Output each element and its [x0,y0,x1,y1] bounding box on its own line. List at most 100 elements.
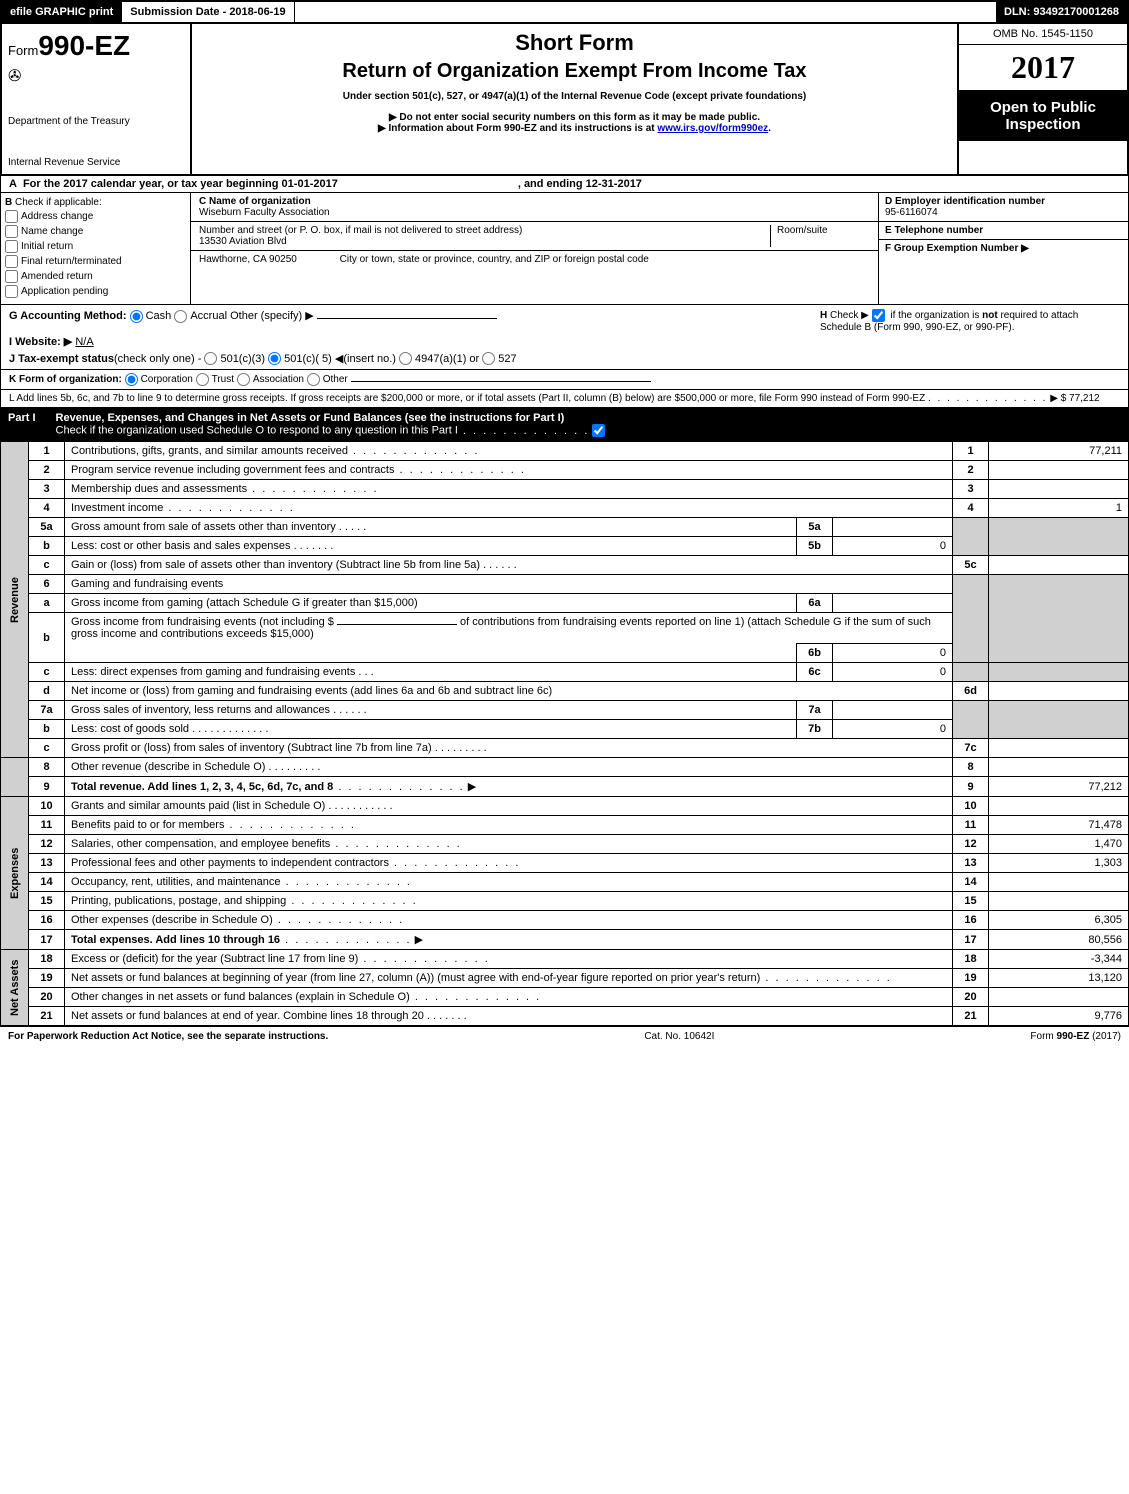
desc-5b: Less: cost or other basis and sales expe… [65,537,797,556]
col-def: D Employer identification number 95-6116… [878,193,1128,304]
num-21: 21 [953,1007,989,1026]
chk-amended-return[interactable]: Amended return [5,270,186,283]
chk-schedule-o[interactable] [592,424,605,437]
ln-1: 1 [29,442,65,461]
shade-6c [953,663,989,682]
subln-7a: 7a [797,701,833,720]
street-row: Number and street (or P. O. box, if mail… [191,222,878,251]
chk-application-pending[interactable]: Application pending [5,285,186,298]
ln-12: 12 [29,835,65,854]
chk-name-change[interactable]: Name change [5,225,186,238]
instructions-link[interactable]: www.irs.gov/form990ez [657,123,768,134]
desc-18: Excess or (deficit) for the year (Subtra… [65,950,953,969]
val-5c [989,556,1129,575]
val-3 [989,480,1129,499]
ln-16: 16 [29,911,65,930]
e-label: E Telephone number [885,225,983,236]
website-row: I Website: ▶ N/A [9,335,820,348]
subval-5b: 0 [833,537,953,556]
label-b: B [5,197,12,208]
radio-trust[interactable]: Trust [196,374,234,385]
desc-13: Professional fees and other payments to … [65,854,953,873]
radio-527[interactable]: 527 [482,353,516,365]
footer-left: For Paperwork Reduction Act Notice, see … [8,1031,328,1042]
ln-20: 20 [29,988,65,1007]
desc-9: Total revenue. Add lines 1, 2, 3, 4, 5c,… [65,777,953,797]
row-k: K Form of organization: Corporation Trus… [0,370,1129,390]
subval-5a [833,518,953,537]
radio-4947[interactable]: 4947(a)(1) or [399,353,479,365]
subln-6a: 6a [797,594,833,613]
subln-6b: 6b [797,644,833,663]
radio-other[interactable]: Other [307,374,348,385]
org-name-row: C Name of organization Wiseburn Faculty … [191,193,878,222]
ln-6d: d [29,682,65,701]
org-name: Wiseburn Faculty Association [199,207,330,218]
chk-final-return[interactable]: Final return/terminated [5,255,186,268]
val-21: 9,776 [989,1007,1129,1026]
ln-8: 8 [29,758,65,777]
city-val: Hawthorne, CA 90250 [199,254,297,265]
fundraising-amount-input[interactable] [337,624,457,625]
num-8: 8 [953,758,989,777]
other-specify-input[interactable] [317,318,497,319]
j-label: J Tax-exempt status [9,353,114,365]
num-10: 10 [953,797,989,816]
val-8 [989,758,1129,777]
shade-7v [989,701,1129,739]
chk-address-change[interactable]: Address change [5,210,186,223]
val-17: 80,556 [989,930,1129,950]
subval-7b: 0 [833,720,953,739]
form-title: Return of Organization Exempt From Incom… [198,60,951,83]
val-11: 71,478 [989,816,1129,835]
ein-val: 95-6116074 [885,207,938,218]
tax-year-begin: For the 2017 calendar year, or tax year … [23,178,338,190]
street-label: Number and street (or P. O. box, if mail… [199,225,522,236]
desc-12: Salaries, other compensation, and employ… [65,835,953,854]
desc-5a: Gross amount from sale of assets other t… [65,518,797,537]
room-suite-label: Room/suite [770,225,870,247]
l-dots [928,393,1047,404]
shade-5v [989,518,1129,556]
omb-number: OMB No. 1545-1150 [959,24,1127,45]
val-18: -3,344 [989,950,1129,969]
header-sub1: Under section 501(c), 527, or 4947(a)(1)… [198,91,951,102]
chk-schedule-b[interactable] [872,309,885,322]
open-to-public: Open to Public Inspection [959,91,1127,141]
d-label: D Employer identification number [885,196,1045,207]
desc-7c: Gross profit or (loss) from sales of inv… [65,739,953,758]
footer-right: Form 990-EZ (2017) [1030,1031,1121,1042]
radio-501c3[interactable]: 501(c)(3) [204,353,265,365]
radio-corporation[interactable]: Corporation [125,374,193,385]
header-sub3: ▶ Information about Form 990-EZ and its … [198,123,951,134]
desc-6b-2 [65,644,797,663]
subval-7a [833,701,953,720]
ln-19: 19 [29,969,65,988]
radio-accrual[interactable]: Accrual [174,310,227,322]
ln-6a: a [29,594,65,613]
other-specify: Other (specify) ▶ [230,310,314,322]
h-text2: if the organization is [890,310,979,321]
radio-cash[interactable]: Cash [130,310,172,322]
ln-15: 15 [29,892,65,911]
h-side: H Check ▶ if the organization is not req… [820,309,1120,365]
num-14: 14 [953,873,989,892]
val-7c [989,739,1129,758]
desc-1: Contributions, gifts, grants, and simila… [65,442,953,461]
subln-5b: 5b [797,537,833,556]
val-4: 1 [989,499,1129,518]
radio-association[interactable]: Association [237,374,304,385]
telephone-row: E Telephone number [879,222,1128,240]
shade-6cv [989,663,1129,682]
num-17: 17 [953,930,989,950]
subln-5a: 5a [797,518,833,537]
other-org-input[interactable] [351,381,651,382]
num-3: 3 [953,480,989,499]
radio-501c[interactable]: 501(c)( 5) [268,353,332,365]
row-l: L Add lines 5b, 6c, and 7b to line 9 to … [0,390,1129,408]
ln-7b: b [29,720,65,739]
num-20: 20 [953,988,989,1007]
chk-initial-return[interactable]: Initial return [5,240,186,253]
val-13: 1,303 [989,854,1129,873]
desc-11: Benefits paid to or for members [65,816,953,835]
